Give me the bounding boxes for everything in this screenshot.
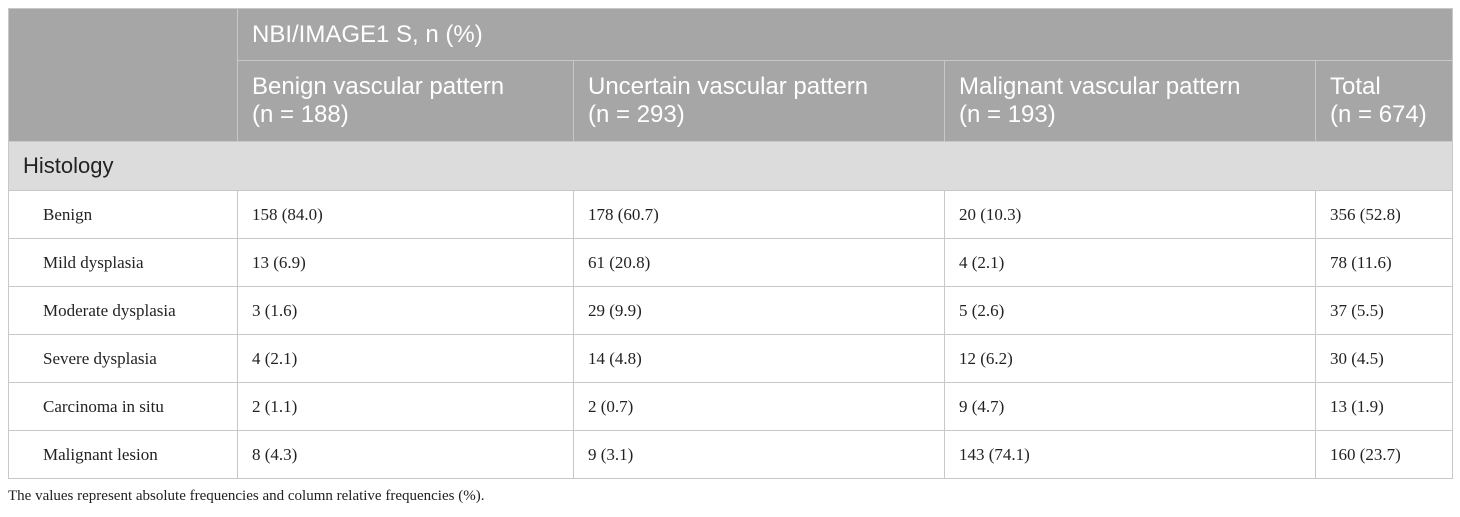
table-footnote: The values represent absolute frequencie… [8,488,485,504]
row-label: Severe dysplasia [8,334,238,383]
table-row: Malignant lesion 8 (4.3) 9 (3.1) 143 (74… [8,430,1454,479]
table-row: Carcinoma in situ 2 (1.1) 2 (0.7) 9 (4.7… [8,382,1454,431]
table-cell: 4 (2.1) [237,334,574,383]
table-cell: 29 (9.9) [573,286,945,335]
table-cell: 4 (2.1) [944,238,1316,287]
table-cell: 9 (4.7) [944,382,1316,431]
table-cell: 13 (6.9) [237,238,574,287]
table-cell: 61 (20.8) [573,238,945,287]
column-header-name: Benign vascular pattern [252,73,505,100]
section-row-histology: Histology [7,141,1454,191]
column-header-name: Uncertain vascular pattern [588,73,869,100]
table-cell: 5 (2.6) [944,286,1316,335]
table-row: Mild dysplasia 13 (6.9) 61 (20.8) 4 (2.1… [8,238,1454,287]
row-label: Carcinoma in situ [8,382,238,431]
table-cell: 9 (3.1) [573,430,945,479]
column-header-n: (n = 293) [588,101,685,128]
table-row: Benign 158 (84.0) 178 (60.7) 20 (10.3) 3… [8,190,1454,239]
table-cell: 158 (84.0) [237,190,574,239]
histology-table: NBI/IMAGE1 S, n (%) Benign vascular patt… [7,8,1454,479]
row-label: Moderate dysplasia [8,286,238,335]
table-cell: 178 (60.7) [573,190,945,239]
row-label: Malignant lesion [8,430,238,479]
header-row-columns: Benign vascular pattern (n = 188) Uncert… [9,60,1454,142]
table-cell: 356 (52.8) [1314,190,1454,239]
table-row: Severe dysplasia 4 (2.1) 14 (4.8) 12 (6.… [8,334,1454,383]
table-cell: 30 (4.5) [1314,334,1454,383]
column-header-name: Total [1330,73,1381,100]
table-row: Moderate dysplasia 3 (1.6) 29 (9.9) 5 (2… [8,286,1454,335]
column-header-n: (n = 674) [1330,101,1427,128]
row-label: Benign [8,190,238,239]
column-header-name: Malignant vascular pattern [959,73,1241,100]
table-cell: 12 (6.2) [944,334,1316,383]
table-cell: 78 (11.6) [1314,238,1454,287]
header-row-group: NBI/IMAGE1 S, n (%) [8,8,1454,142]
column-header-benign: Benign vascular pattern (n = 188) [237,60,574,142]
table-container: NBI/IMAGE1 S, n (%) Benign vascular patt… [7,8,1454,479]
column-header-n: (n = 188) [252,101,349,128]
table-cell: 2 (0.7) [573,382,945,431]
group-header: NBI/IMAGE1 S, n (%) [236,8,1454,61]
table-cell: 14 (4.8) [573,334,945,383]
column-header-total: Total (n = 674) [1314,60,1454,142]
section-label: Histology [7,141,1454,191]
table-cell: 3 (1.6) [237,286,574,335]
column-header-uncertain: Uncertain vascular pattern (n = 293) [573,60,945,142]
column-header-n: (n = 193) [959,101,1056,128]
table-cell: 37 (5.5) [1314,286,1454,335]
table-cell: 143 (74.1) [944,430,1316,479]
table-cell: 13 (1.9) [1314,382,1454,431]
table-cell: 20 (10.3) [944,190,1316,239]
table-cell: 8 (4.3) [237,430,574,479]
row-label: Mild dysplasia [8,238,238,287]
table-cell: 160 (23.7) [1314,430,1454,479]
table-cell: 2 (1.1) [237,382,574,431]
corner-cell [8,8,238,142]
column-header-malignant: Malignant vascular pattern (n = 193) [944,60,1316,142]
